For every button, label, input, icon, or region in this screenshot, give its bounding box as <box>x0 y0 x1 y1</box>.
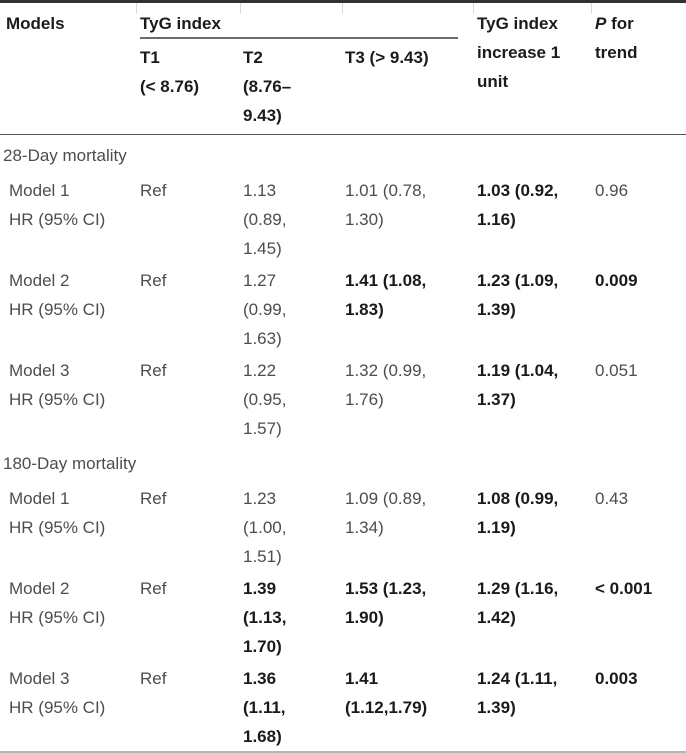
cell-t3: 1.09 (0.89, 1.34) <box>345 489 427 537</box>
cell-p-trend: 0.003 <box>595 669 638 688</box>
column-separator-tick <box>591 3 592 14</box>
cell-t2: 1.36 (1.11, 1.68) <box>243 669 286 746</box>
cell-t3: 1.41 (1.12,1.79) <box>345 669 428 717</box>
cell-t1: Ref <box>140 271 167 290</box>
cell-t2: 1.13 (0.89, 1.45) <box>243 181 287 258</box>
header-models: Models <box>6 14 65 33</box>
cell-increase: 1.24 (1.11, 1.39) <box>477 669 558 717</box>
header-p-for-trend: P for trend <box>595 3 661 130</box>
header-tyg-index-group: TyG index <box>140 3 458 39</box>
table-row: Model 3 HR (95% CI) Ref 1.36 (1.11, 1.68… <box>0 661 686 751</box>
cell-increase: 1.23 (1.09, 1.39) <box>477 271 559 319</box>
cell-model-label: Model 1 HR (95% CI) <box>9 489 106 537</box>
cell-t3: 1.41 (1.08, 1.83) <box>345 271 427 319</box>
table-row: Model 2 HR (95% CI) Ref 1.39 (1.13, 1.70… <box>0 571 686 661</box>
p-symbol: P <box>595 14 607 33</box>
cell-t3: 1.01 (0.78, 1.30) <box>345 181 427 229</box>
cell-t2: 1.27 (0.99, 1.63) <box>243 271 287 348</box>
cell-p-trend: 0.051 <box>595 361 638 380</box>
cell-model-label: Model 2 HR (95% CI) <box>9 579 106 627</box>
cell-p-trend: < 0.001 <box>595 579 653 598</box>
cell-t3: 1.53 (1.23, 1.90) <box>345 579 427 627</box>
section-title-28-day: 28-Day mortality <box>3 146 127 165</box>
header-tertile-1: T1 (< 8.76) <box>140 48 200 96</box>
table-row: Model 1 HR (95% CI) Ref 1.13 (0.89, 1.45… <box>0 173 686 263</box>
cell-t1: Ref <box>140 579 167 598</box>
cell-model-label: Model 1 HR (95% CI) <box>9 181 106 229</box>
cell-increase: 1.03 (0.92, 1.16) <box>477 181 559 229</box>
cell-increase: 1.19 (1.04, 1.37) <box>477 361 559 409</box>
cell-t2: 1.39 (1.13, 1.70) <box>243 579 287 656</box>
column-separator-tick <box>342 3 343 14</box>
cell-t1: Ref <box>140 669 167 688</box>
cell-p-trend: 0.96 <box>595 181 629 200</box>
section-title-180-day: 180-Day mortality <box>3 454 137 473</box>
p-for-trend-text: for trend <box>595 14 638 62</box>
column-separator-tick <box>240 3 241 14</box>
cell-t1: Ref <box>140 489 167 508</box>
cell-t3: 1.32 (0.99, 1.76) <box>345 361 427 409</box>
table-row: Model 1 HR (95% CI) Ref 1.23 (1.00, 1.51… <box>0 481 686 571</box>
column-separator-tick <box>136 3 137 14</box>
cell-t2: 1.22 (0.95, 1.57) <box>243 361 287 438</box>
table-header: Models TyG index T1 (< 8.76) T2 (8.76– 9… <box>0 3 686 135</box>
cell-increase: 1.08 (0.99, 1.19) <box>477 489 559 537</box>
cell-increase: 1.29 (1.16, 1.42) <box>477 579 559 627</box>
cell-t1: Ref <box>140 361 167 380</box>
cell-p-trend: 0.009 <box>595 271 638 290</box>
header-tyg-increase-1-unit: TyG index increase 1 unit <box>477 14 561 91</box>
cell-model-label: Model 3 HR (95% CI) <box>9 669 106 717</box>
cell-model-label: Model 2 HR (95% CI) <box>9 271 106 319</box>
table-row: Model 3 HR (95% CI) Ref 1.22 (0.95, 1.57… <box>0 353 686 443</box>
header-tertile-2: T2 (8.76– 9.43) <box>243 48 292 125</box>
table-row: Model 2 HR (95% CI) Ref 1.27 (0.99, 1.63… <box>0 263 686 353</box>
column-separator-tick <box>473 3 474 14</box>
cell-p-trend: 0.43 <box>595 489 629 508</box>
cell-t2: 1.23 (1.00, 1.51) <box>243 489 287 566</box>
header-tertile-3: T3 (> 9.43) <box>345 48 429 67</box>
cell-model-label: Model 3 HR (95% CI) <box>9 361 106 409</box>
cell-t1: Ref <box>140 181 167 200</box>
